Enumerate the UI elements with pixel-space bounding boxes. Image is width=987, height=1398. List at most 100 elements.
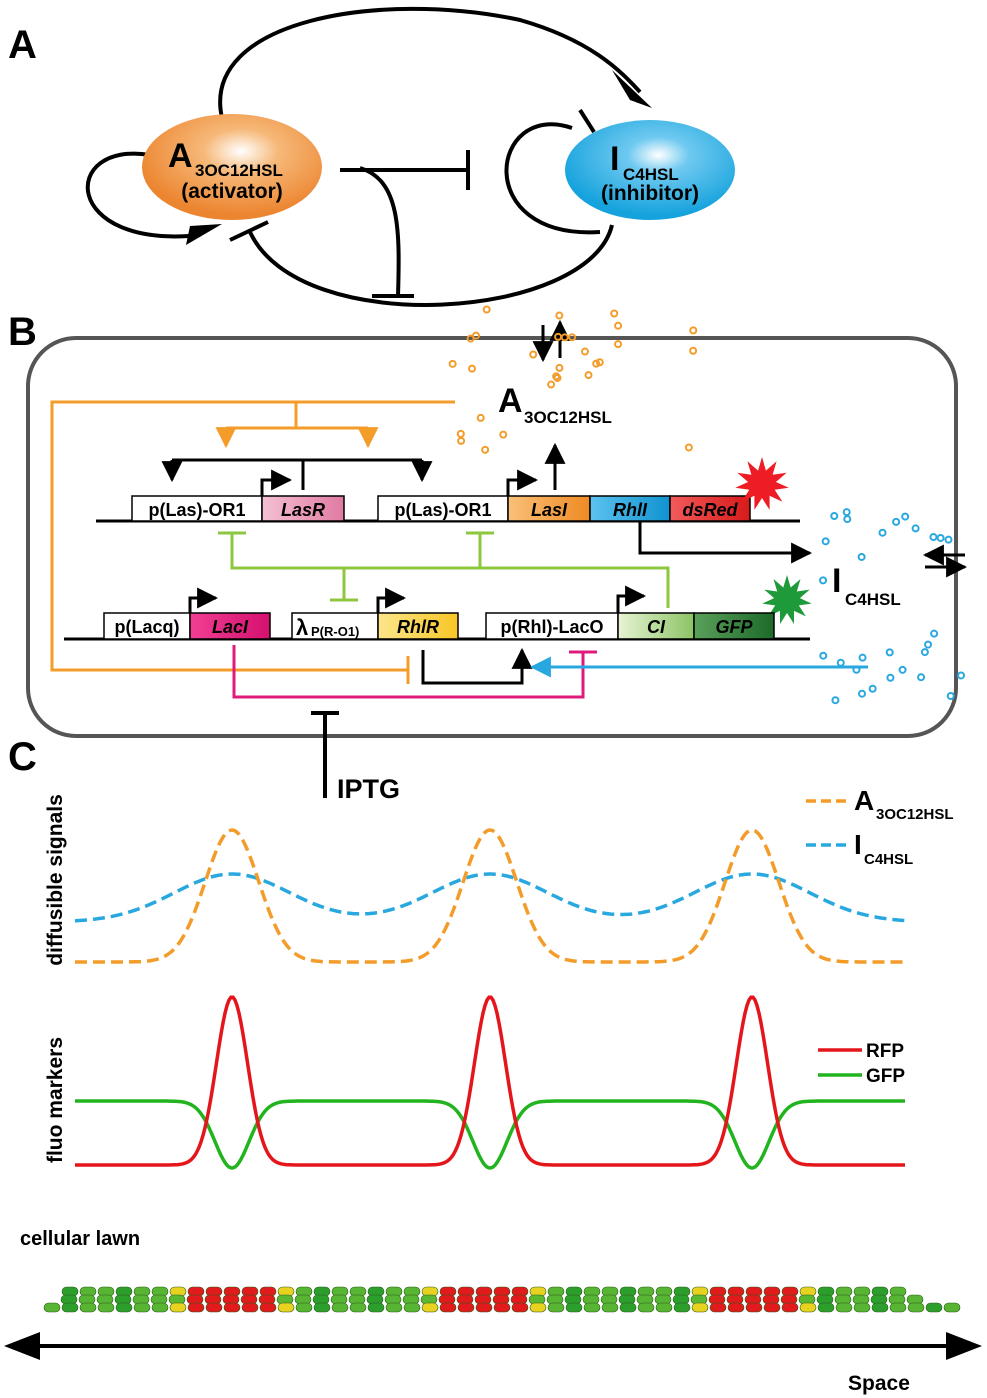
lawn-cell	[780, 1294, 798, 1305]
activator-subscript: 3OC12HSL	[195, 161, 283, 180]
lawn-cell	[367, 1286, 385, 1297]
lawn-cell	[943, 1302, 961, 1313]
lawn-cell	[349, 1302, 367, 1313]
signal-molecule-dot	[946, 691, 955, 700]
lawn-cell	[61, 1286, 79, 1297]
gene-p-lacq: p(Lacq)	[103, 612, 191, 640]
cellular-lawn-label: cellular lawn	[20, 1228, 140, 1250]
svg-text:LacI: LacI	[212, 617, 249, 637]
activator-self-activation-arrow	[85, 151, 201, 239]
lawn-cell	[618, 1294, 636, 1305]
lawn-cell	[115, 1302, 133, 1313]
black-regulation-lines	[161, 442, 813, 685]
lawn-cell	[331, 1302, 349, 1313]
svg-text:A: A	[854, 785, 874, 816]
lawn-cell	[79, 1286, 97, 1297]
lawn-cell	[835, 1302, 853, 1313]
orange-regulation-lines	[50, 400, 455, 684]
lawn-cell	[727, 1286, 745, 1297]
svg-text:p(Las)-OR1: p(Las)-OR1	[394, 500, 491, 520]
svg-text:GFP: GFP	[866, 1066, 905, 1087]
svg-text:p(Lacq): p(Lacq)	[115, 617, 180, 637]
lawn-cell	[168, 1294, 186, 1305]
signal-molecule-dot	[529, 350, 538, 359]
signal-molecule-dot	[868, 684, 877, 693]
gene-p-las-or1-b: p(Las)-OR1	[377, 495, 509, 522]
a-signal-curve	[75, 828, 905, 964]
lawn-cell	[97, 1302, 115, 1313]
signal-molecule-dot	[499, 430, 508, 439]
lawn-cell	[132, 1294, 150, 1305]
signal-molecule-dot	[689, 326, 698, 335]
signals-y-label: diffusible signals	[44, 794, 67, 966]
gene-lasr: LasR	[261, 495, 345, 522]
lawn-cell	[330, 1294, 348, 1305]
signal-molecule-dot	[481, 445, 490, 454]
lawn-cell	[907, 1302, 925, 1313]
lawn-cell	[366, 1294, 384, 1305]
lawn-cell	[672, 1294, 690, 1305]
gene-rhlr: RhlR	[377, 612, 459, 640]
lawn-cell	[258, 1294, 276, 1305]
lawn-cell	[691, 1286, 709, 1297]
lawn-cell	[169, 1286, 187, 1297]
lawn-cell	[529, 1302, 547, 1313]
signal-molecule-dot	[547, 380, 556, 389]
signal-molecule-dot	[917, 673, 926, 682]
lawn-cell	[655, 1302, 673, 1313]
lawn-cell	[583, 1286, 601, 1297]
space-axis-label: Space	[848, 1372, 910, 1395]
lawn-cell	[241, 1286, 259, 1297]
lawn-cell	[889, 1302, 907, 1313]
lawn-cell	[97, 1286, 115, 1297]
svg-text:CI: CI	[647, 617, 666, 637]
lawn-cell	[691, 1302, 709, 1313]
lawn-cell	[889, 1286, 907, 1297]
lawn-cell	[241, 1302, 259, 1313]
signal-molecule-dot	[830, 511, 839, 520]
signal-molecule-dot	[901, 512, 910, 521]
signal-molecule-dot	[930, 629, 939, 638]
activator-role: (activator)	[181, 180, 283, 203]
lawn-cell	[744, 1294, 762, 1305]
signal-molecule-dot	[858, 653, 867, 662]
i-signal-molecules	[819, 508, 966, 705]
arrowhead-icon	[186, 224, 222, 245]
signal-molecule-dot	[689, 346, 698, 355]
lawn-cell	[799, 1302, 817, 1313]
signal-molecule-dot	[614, 321, 623, 330]
signal-molecule-dot	[482, 305, 491, 314]
lawn-cell	[187, 1286, 205, 1297]
inhibitor-self-inhibition	[504, 122, 601, 235]
lawn-cell	[528, 1294, 546, 1305]
svg-text:LasR: LasR	[281, 500, 325, 520]
lawn-cell	[294, 1294, 312, 1305]
lawn-cell	[637, 1286, 655, 1297]
lawn-cell	[673, 1286, 691, 1297]
signal-molecule-dot	[610, 309, 619, 318]
signal-molecule-dot	[595, 358, 604, 367]
lawn-cell	[654, 1294, 672, 1305]
lawn-cell	[511, 1286, 529, 1297]
lawn-cell	[690, 1294, 708, 1305]
markers-y-label: fluo markers	[44, 1037, 67, 1163]
lawn-cell	[277, 1302, 295, 1313]
signal-molecule-dot	[552, 372, 561, 381]
lawn-cell	[457, 1286, 475, 1297]
lawn-cell	[331, 1286, 349, 1297]
lawn-cell	[547, 1286, 565, 1297]
gene-laci: LacI	[189, 612, 271, 640]
signal-molecule-dot	[898, 665, 907, 674]
lawn-cell	[709, 1302, 727, 1313]
signal-molecule-dot	[920, 648, 929, 657]
gene-p-las-or1-a: p(Las)-OR1	[131, 495, 263, 522]
inhibitor-symbol: I	[610, 140, 619, 178]
svg-text:p(Rhl)-LacO: p(Rhl)-LacO	[501, 617, 604, 637]
signal-molecule-dot	[614, 340, 623, 349]
axis-left-arrow-icon	[4, 1332, 40, 1360]
signal-molecule-dot	[472, 331, 481, 340]
lawn-cell	[187, 1302, 205, 1313]
lawn-cell	[385, 1286, 403, 1297]
lawn-cell	[313, 1286, 331, 1297]
